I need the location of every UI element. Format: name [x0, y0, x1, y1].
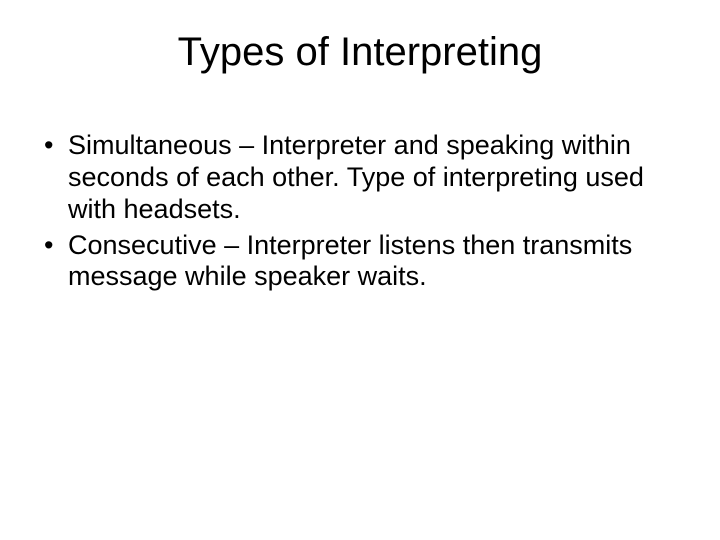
slide-title: Types of Interpreting [30, 30, 690, 75]
slide: Types of Interpreting Simultaneous – Int… [0, 0, 720, 540]
bullet-list: Simultaneous – Interpreter and speaking … [30, 130, 690, 293]
list-item: Simultaneous – Interpreter and speaking … [40, 130, 680, 226]
list-item: Consecutive – Interpreter listens then t… [40, 230, 680, 294]
